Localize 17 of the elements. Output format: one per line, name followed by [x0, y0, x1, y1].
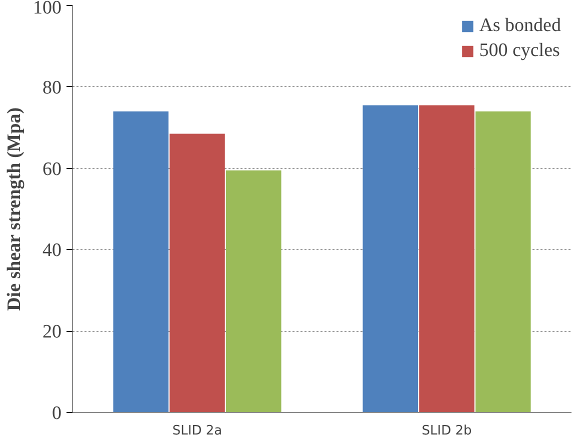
y-tick-label: 20 [42, 322, 62, 343]
legend-label: 500 cycles [479, 40, 560, 62]
x-tick-label: SLID 2b [422, 424, 472, 438]
y-tick-label: 40 [42, 240, 62, 262]
bar [113, 111, 168, 412]
y-tick-label: 0 [52, 403, 62, 424]
legend-label: As bonded [479, 15, 561, 37]
bar [226, 170, 282, 412]
bar [476, 111, 531, 412]
bar [362, 105, 418, 412]
y-axis-title: Die shear strength (Mpa) [4, 107, 25, 311]
y-tick-label: 80 [42, 77, 62, 98]
y-tick-label: 60 [42, 158, 62, 180]
bar [170, 134, 225, 412]
y-tick-label: 100 [33, 0, 62, 18]
x-tick-label: SLID 2a [172, 424, 222, 438]
bar [419, 105, 474, 412]
